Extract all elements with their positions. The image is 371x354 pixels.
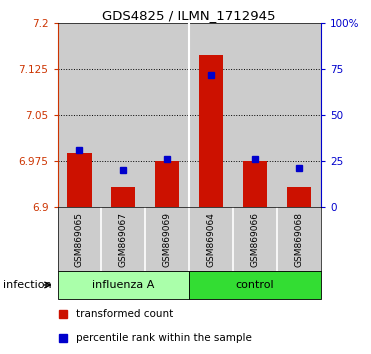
Text: influenza A: influenza A xyxy=(92,280,155,290)
Text: control: control xyxy=(236,280,275,290)
Text: GSM869067: GSM869067 xyxy=(119,212,128,267)
Text: GSM869069: GSM869069 xyxy=(163,212,172,267)
Bar xyxy=(243,161,267,207)
Bar xyxy=(287,187,311,207)
Bar xyxy=(189,23,233,207)
Text: GSM869066: GSM869066 xyxy=(250,212,260,267)
Bar xyxy=(155,161,179,207)
Text: GSM869068: GSM869068 xyxy=(295,212,303,267)
Bar xyxy=(58,23,101,207)
Text: infection: infection xyxy=(3,280,52,290)
Text: percentile rank within the sample: percentile rank within the sample xyxy=(76,333,252,343)
Bar xyxy=(233,23,277,207)
Bar xyxy=(111,187,135,207)
Title: GDS4825 / ILMN_1712945: GDS4825 / ILMN_1712945 xyxy=(102,9,276,22)
FancyBboxPatch shape xyxy=(189,271,321,299)
FancyBboxPatch shape xyxy=(58,271,189,299)
Bar xyxy=(68,153,92,207)
Text: transformed count: transformed count xyxy=(76,309,173,319)
Bar xyxy=(101,23,145,207)
Text: GSM869065: GSM869065 xyxy=(75,212,84,267)
Text: GSM869064: GSM869064 xyxy=(207,212,216,267)
Bar xyxy=(199,55,223,207)
Bar xyxy=(277,23,321,207)
Bar xyxy=(145,23,189,207)
